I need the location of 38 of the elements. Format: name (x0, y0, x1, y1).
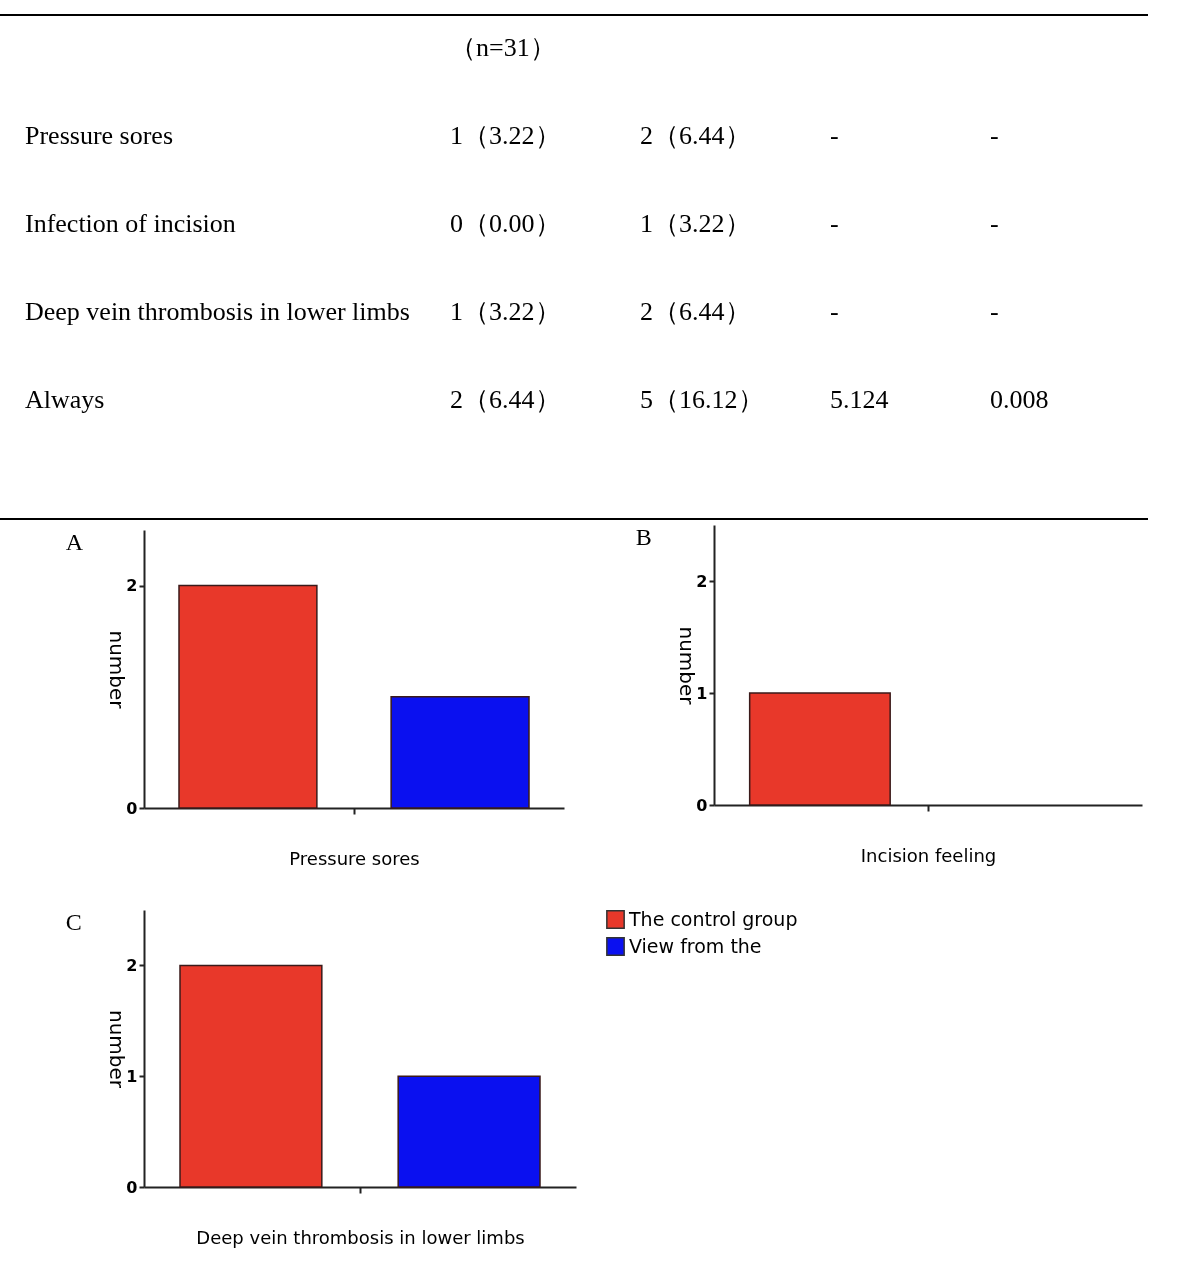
text: 1（3.22） (450, 121, 561, 150)
chart-title: C (65, 909, 82, 935)
y-tick-label: 2 (126, 955, 138, 975)
x-axis-title: Incision feeling (860, 844, 997, 866)
text: 5（16.12） (640, 385, 764, 414)
text: 2（6.44） (450, 385, 561, 414)
y-tick-label: 1 (126, 1066, 138, 1086)
text: - (990, 121, 999, 150)
text: Deep vein thrombosis in lower limbs (25, 297, 410, 326)
text: 0.008 (990, 385, 1049, 414)
y-tick-label: 1 (696, 683, 708, 703)
text: 0（0.00） (450, 209, 561, 238)
text: 5.124 (830, 385, 889, 414)
text: Pressure sores (25, 121, 174, 150)
text: - (990, 209, 999, 238)
x-axis-title: Deep vein thrombosis in lower limbs (196, 1226, 525, 1248)
text: Always (25, 385, 105, 414)
text: Infection of incision (25, 209, 236, 238)
text: - (830, 121, 839, 150)
y-tick-label: 2 (126, 576, 138, 596)
y-tick-label: 0 (696, 795, 708, 815)
y-axis-title: number (105, 630, 130, 710)
y-tick-label: 2 (696, 571, 708, 591)
y-tick-label: 0 (126, 798, 138, 818)
text: 1（3.22） (640, 209, 751, 238)
y-tick-label: 0 (126, 1177, 138, 1197)
text: 2（6.44） (640, 297, 751, 326)
legend-label: View from the (629, 934, 762, 957)
text: 2（6.44） (640, 121, 751, 150)
text: （n=31） (450, 33, 556, 62)
text: - (830, 297, 839, 326)
chart-title: B (635, 524, 652, 550)
x-axis-title: Pressure sores (289, 847, 420, 869)
text: - (830, 209, 839, 238)
text: - (990, 297, 999, 326)
legend-label: The control group (628, 907, 798, 930)
text: 1（3.22） (450, 297, 561, 326)
chart-title: A (65, 529, 84, 555)
